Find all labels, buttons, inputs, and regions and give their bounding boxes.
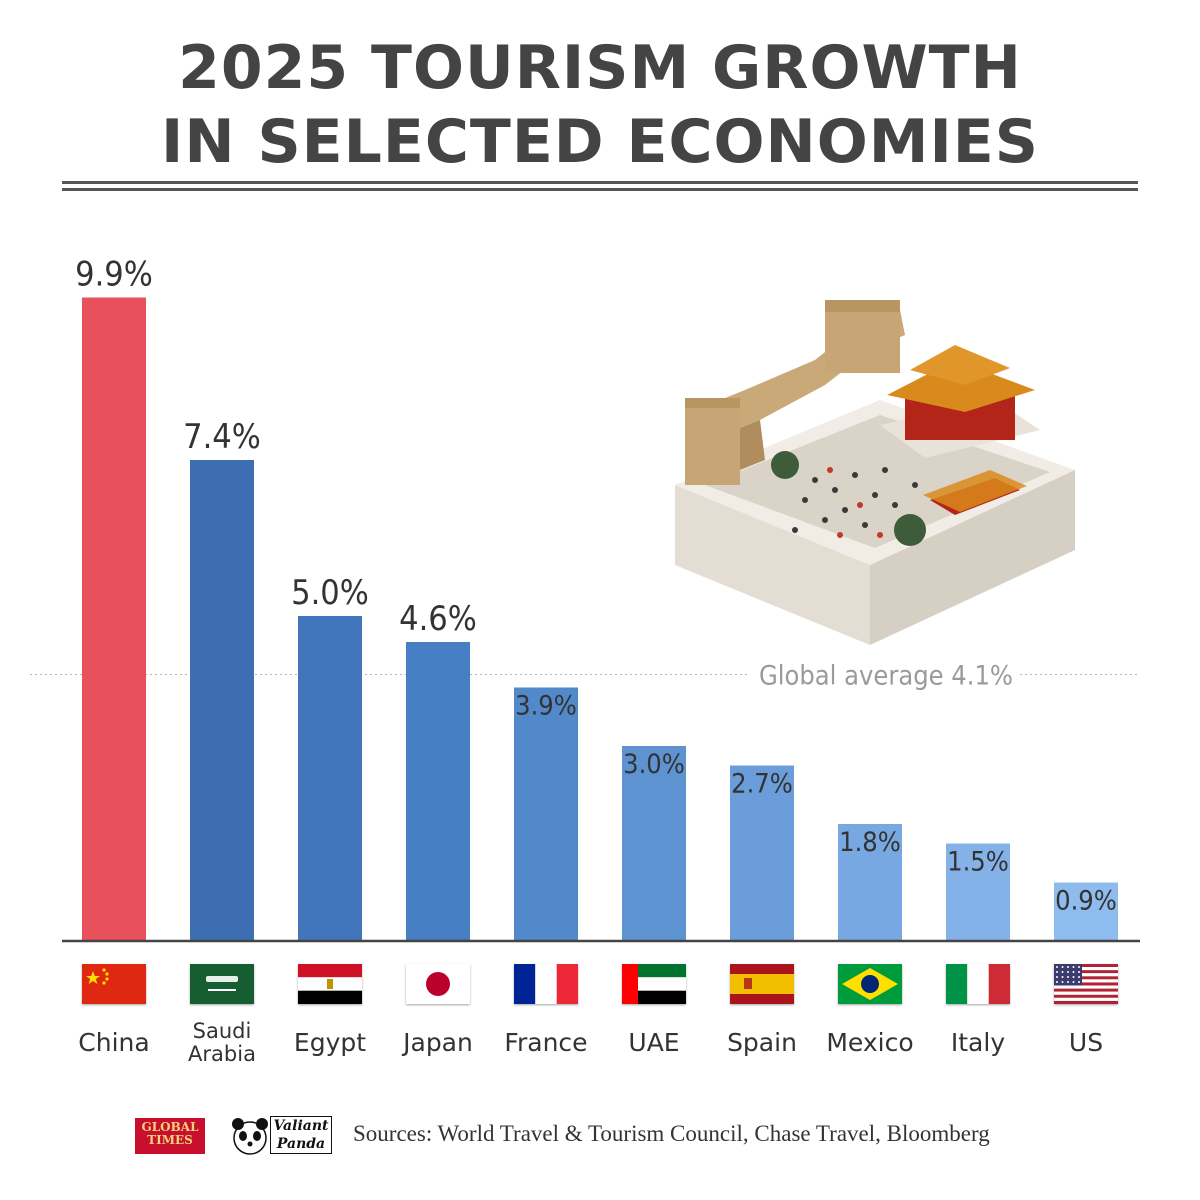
category-label-mexico: Mexico [826, 1028, 914, 1057]
global-average-label-bg [750, 656, 1018, 691]
value-label-uae: 3.0% [623, 749, 685, 780]
saudi-arabia-flag-icon [190, 964, 254, 1004]
egypt-flag-icon [298, 964, 362, 1004]
sources-text: Sources: World Travel & Tourism Council,… [353, 1121, 990, 1146]
mexico-flag-icon [838, 964, 902, 1004]
bar-chart: Global average 4.1% 9.9% 7.4% 5.0% 4.6% 3.9% 3… [30, 255, 1140, 943]
value-label-italy: 1.5% [947, 847, 1009, 878]
value-label-china: 9.9% [75, 255, 153, 295]
spain-flag-icon [730, 964, 794, 1004]
category-label-japan: Japan [403, 1028, 473, 1057]
global-average-label: Global average 4.1% [759, 661, 1013, 692]
category-label-saudi-arabia: Saudi Arabia [188, 1019, 256, 1067]
bar-china [82, 297, 146, 941]
value-label-spain: 2.7% [731, 769, 793, 800]
bar-uae [622, 746, 686, 941]
japan-flag-icon [406, 964, 470, 1004]
value-label-japan: 4.6% [399, 599, 477, 639]
value-label-egypt: 5.0% [291, 573, 369, 613]
category-label-uae: UAE [628, 1028, 680, 1057]
category-label-france: France [504, 1028, 588, 1057]
panda-icon [232, 1118, 268, 1155]
title-rule-bottom [62, 188, 1138, 191]
us-flag-icon [1054, 964, 1118, 1004]
category-label-spain: Spain [727, 1028, 797, 1057]
value-label-saudi-arabia: 7.4% [183, 417, 261, 457]
france-flag-icon [514, 964, 578, 1004]
china-flag-icon [82, 964, 146, 1004]
value-label-france: 3.9% [515, 691, 577, 722]
bar-egypt [298, 616, 362, 941]
title-rule-top [62, 181, 1138, 184]
bar-us [1054, 882, 1118, 941]
bar-spain [730, 765, 794, 941]
valiant-panda-logo: Valiant Panda [228, 1114, 334, 1158]
bar-italy [946, 843, 1010, 941]
bar-japan [406, 642, 470, 941]
title-line-1: 2025 TOURISM GROWTH [178, 33, 1022, 103]
bar-france [514, 687, 578, 941]
category-label-us: US [1068, 1028, 1104, 1057]
title-line-2: IN SELECTED ECONOMIES [161, 107, 1039, 177]
bar-saudi-arabia [190, 460, 254, 941]
great-wall-diorama-illustration [665, 290, 1095, 660]
value-label-us: 0.9% [1055, 886, 1117, 917]
value-label-mexico: 1.8% [839, 827, 901, 858]
category-label-egypt: Egypt [293, 1028, 367, 1057]
uae-flag-icon [622, 964, 686, 1004]
category-label-china: China [78, 1028, 150, 1057]
italy-flag-icon [946, 964, 1010, 1004]
bar-mexico [838, 824, 902, 941]
global-times-logo: GLOBAL TIMES [135, 1118, 205, 1154]
category-label-italy: Italy [950, 1028, 1006, 1057]
